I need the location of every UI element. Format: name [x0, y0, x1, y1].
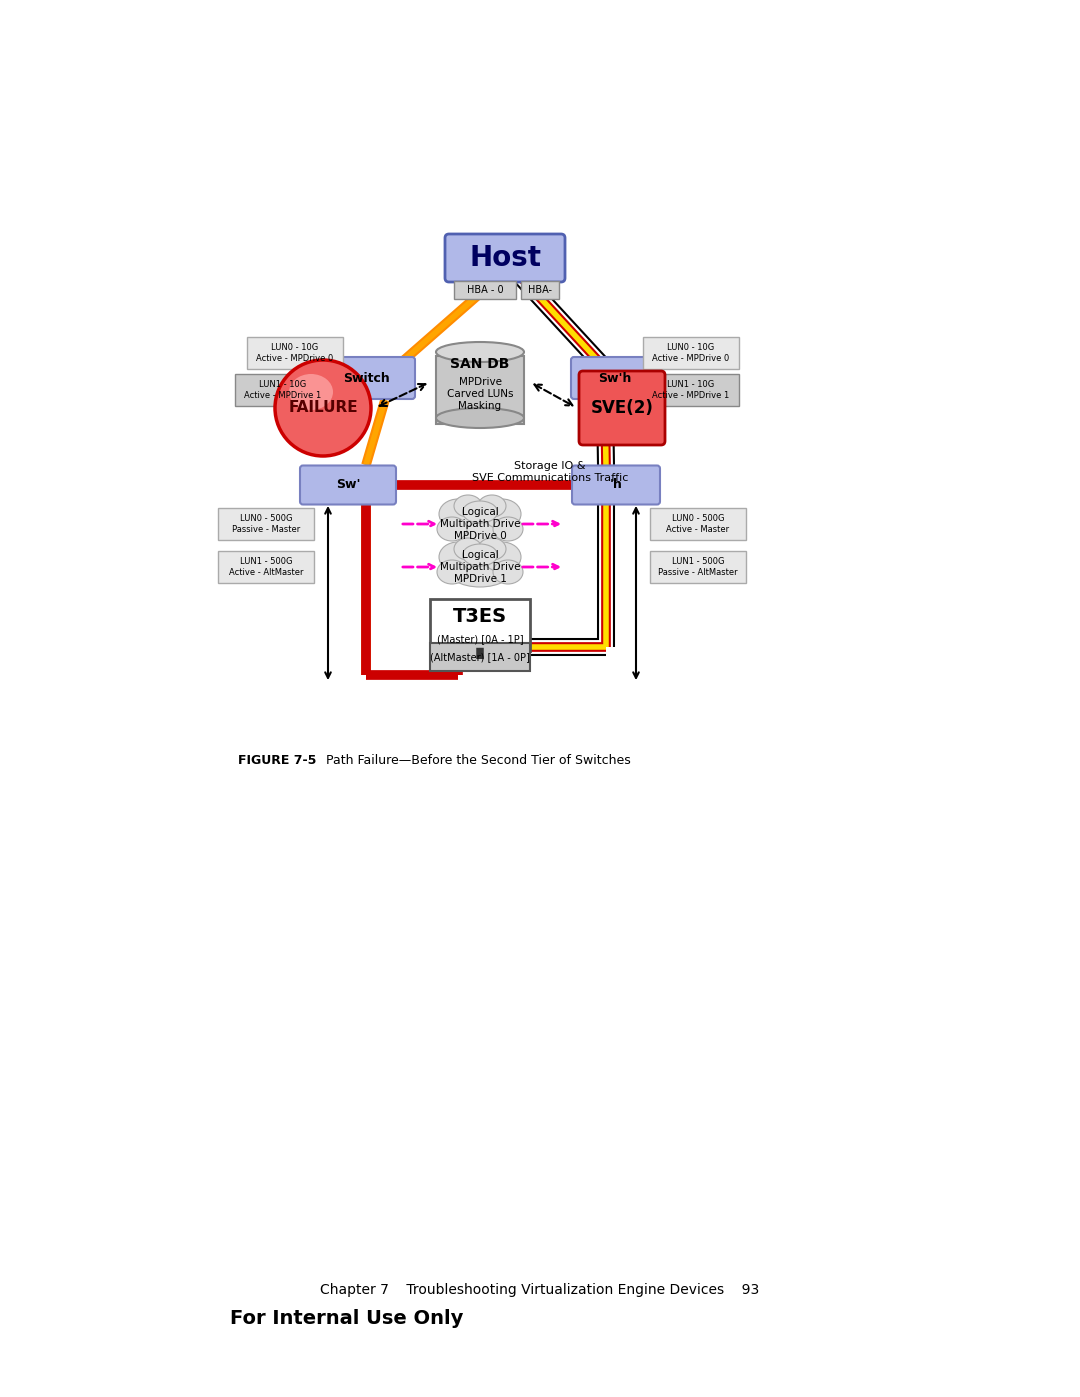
Text: 'h: 'h — [609, 479, 622, 492]
Bar — [643, 374, 739, 407]
Text: Sw'h: Sw'h — [598, 372, 632, 384]
Text: For Internal Use Only: For Internal Use Only — [230, 1309, 463, 1327]
FancyBboxPatch shape — [445, 235, 565, 282]
Bar — [643, 337, 739, 369]
Ellipse shape — [437, 517, 467, 541]
Ellipse shape — [478, 538, 507, 560]
Text: LUN0 - 10G
Active - MPDrive 0: LUN0 - 10G Active - MPDrive 0 — [652, 344, 730, 363]
Ellipse shape — [462, 543, 498, 566]
Text: LUN1 - 10G
Active - MPDrive 1: LUN1 - 10G Active - MPDrive 1 — [244, 380, 322, 400]
Text: FIGURE 7-5: FIGURE 7-5 — [238, 753, 316, 767]
FancyBboxPatch shape — [319, 358, 415, 400]
Text: Logical
Multipath Drive
MPDrive 0: Logical Multipath Drive MPDrive 0 — [440, 507, 521, 541]
Ellipse shape — [289, 374, 333, 409]
Text: Host: Host — [469, 244, 541, 272]
Text: T3ES: T3ES — [453, 608, 508, 626]
Text: LUN1 - 10G
Active - MPDrive 1: LUN1 - 10G Active - MPDrive 1 — [652, 380, 730, 400]
Text: HBA-: HBA- — [528, 285, 552, 295]
Ellipse shape — [454, 538, 482, 560]
Text: (AltMaster) [1A - 0P]: (AltMaster) [1A - 0P] — [430, 652, 530, 662]
Text: LUN1 - 500G
Passive - AltMaster: LUN1 - 500G Passive - AltMaster — [658, 557, 738, 577]
Bar — [650, 509, 746, 541]
Ellipse shape — [437, 560, 467, 584]
Bar — [430, 599, 530, 651]
Text: (Master) [0A - 1P]: (Master) [0A - 1P] — [436, 634, 524, 644]
Ellipse shape — [438, 542, 477, 571]
Text: Chapter 7    Troubleshooting Virtualization Engine Devices    93: Chapter 7 Troubleshooting Virtualization… — [321, 1282, 759, 1296]
Bar — [218, 550, 314, 583]
Ellipse shape — [436, 342, 524, 362]
Text: SVE(2): SVE(2) — [591, 400, 653, 416]
Ellipse shape — [445, 548, 515, 587]
Ellipse shape — [478, 495, 507, 517]
Bar — [430, 643, 530, 671]
Ellipse shape — [454, 495, 482, 517]
Bar — [521, 281, 559, 299]
Text: LUN0 - 500G
Active - Master: LUN0 - 500G Active - Master — [666, 514, 730, 534]
FancyBboxPatch shape — [572, 465, 660, 504]
Text: Switch: Switch — [343, 372, 390, 384]
Text: Logical
Multipath Drive
MPDrive 1: Logical Multipath Drive MPDrive 1 — [440, 550, 521, 584]
Text: LUN0 - 10G
Active - MPDrive 0: LUN0 - 10G Active - MPDrive 0 — [256, 344, 334, 363]
Ellipse shape — [483, 499, 521, 529]
Text: ▐▌: ▐▌ — [472, 647, 488, 658]
Bar — [235, 374, 330, 407]
Text: HBA - 0: HBA - 0 — [467, 285, 503, 295]
FancyBboxPatch shape — [300, 465, 396, 504]
Bar — [218, 509, 314, 541]
Ellipse shape — [275, 360, 372, 455]
Text: Path Failure—Before the Second Tier of Switches: Path Failure—Before the Second Tier of S… — [310, 753, 631, 767]
FancyBboxPatch shape — [571, 358, 659, 400]
Bar — [650, 550, 746, 583]
Ellipse shape — [462, 502, 498, 522]
Ellipse shape — [438, 499, 477, 529]
Text: LUN1 - 500G
Active - AltMaster: LUN1 - 500G Active - AltMaster — [229, 557, 303, 577]
Bar — [454, 281, 516, 299]
Text: MPDrive
Carved LUNs
Masking: MPDrive Carved LUNs Masking — [447, 377, 513, 411]
Ellipse shape — [436, 408, 524, 427]
Ellipse shape — [492, 517, 523, 541]
Text: Storage IO &
SVE Communications Traffic: Storage IO & SVE Communications Traffic — [472, 461, 629, 483]
Bar — [247, 337, 343, 369]
Ellipse shape — [483, 542, 521, 571]
Bar — [436, 356, 524, 425]
Text: FAILURE: FAILURE — [288, 401, 357, 415]
Text: SAN DB: SAN DB — [450, 358, 510, 372]
FancyBboxPatch shape — [579, 372, 665, 446]
Text: Sw': Sw' — [336, 479, 361, 492]
Ellipse shape — [492, 560, 523, 584]
Ellipse shape — [445, 504, 515, 543]
Text: LUN0 - 500G
Passive - Master: LUN0 - 500G Passive - Master — [232, 514, 300, 534]
